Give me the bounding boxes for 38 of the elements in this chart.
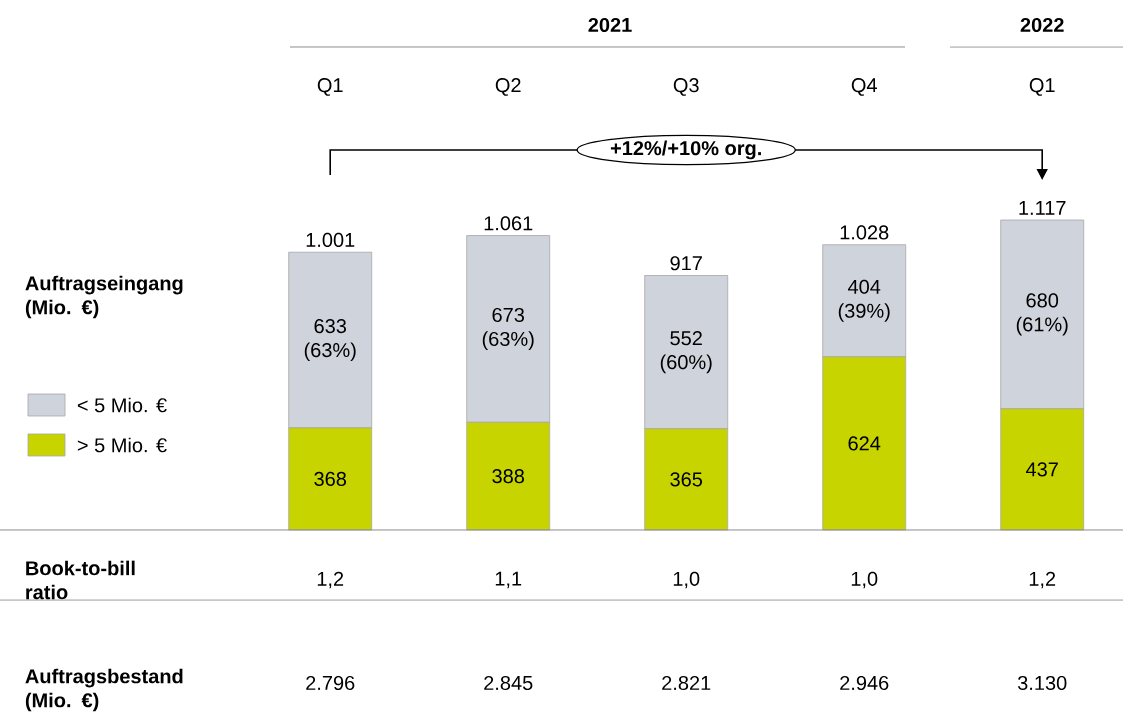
- data-label: 552 (60%): [660, 331, 712, 374]
- text: 1,2: [317, 571, 344, 589]
- text: 2021: [588, 17, 632, 33]
- text: 2.946: [840, 675, 889, 691]
- data-label: 633 (63%): [304, 318, 356, 362]
- text: 1,1: [495, 571, 522, 589]
- data-label: 388: [492, 469, 525, 484]
- total-label: 1.061: [484, 216, 533, 231]
- text: Auftragsbestand (Mio. €): [25, 668, 183, 712]
- text: Book-to-bill ratio: [26, 560, 135, 600]
- data-label: 624: [848, 436, 881, 451]
- total-label: 1.001: [306, 232, 355, 247]
- text: 3.130: [1017, 675, 1067, 691]
- x-tick-label: Q2: [495, 78, 521, 96]
- text: 1,0: [673, 571, 700, 589]
- total-label: 1.117: [1019, 201, 1066, 215]
- text: +12%/+10% org.: [610, 140, 761, 160]
- text: 1,0: [851, 571, 878, 589]
- data-label: 365: [670, 472, 703, 487]
- y-axis-title: Auftragseingang (Mio. €): [25, 275, 183, 319]
- text: 2022: [1020, 17, 1064, 33]
- text: 2.821: [662, 675, 711, 691]
- data-label: 404 (39%): [838, 279, 890, 322]
- data-label: 437: [1025, 462, 1058, 477]
- data-label: 680 (61%): [1016, 293, 1068, 336]
- total-label: 917: [670, 256, 702, 271]
- x-tick-label: Q1: [1029, 78, 1055, 96]
- x-tick-label: Q1: [317, 78, 343, 96]
- data-label: 368: [314, 471, 347, 486]
- x-tick-label: Q4: [851, 78, 877, 96]
- data-label: 673 (63%): [482, 307, 534, 350]
- text: 2.845: [484, 675, 533, 691]
- total-label: 1.028: [840, 225, 889, 240]
- x-tick-label: Q3: [673, 78, 699, 96]
- legend-label: > 5 Mio. €: [77, 437, 167, 453]
- text: 2.796: [306, 675, 355, 691]
- legend-label: < 5 Mio. €: [77, 397, 167, 413]
- text: 1,2: [1029, 571, 1056, 589]
